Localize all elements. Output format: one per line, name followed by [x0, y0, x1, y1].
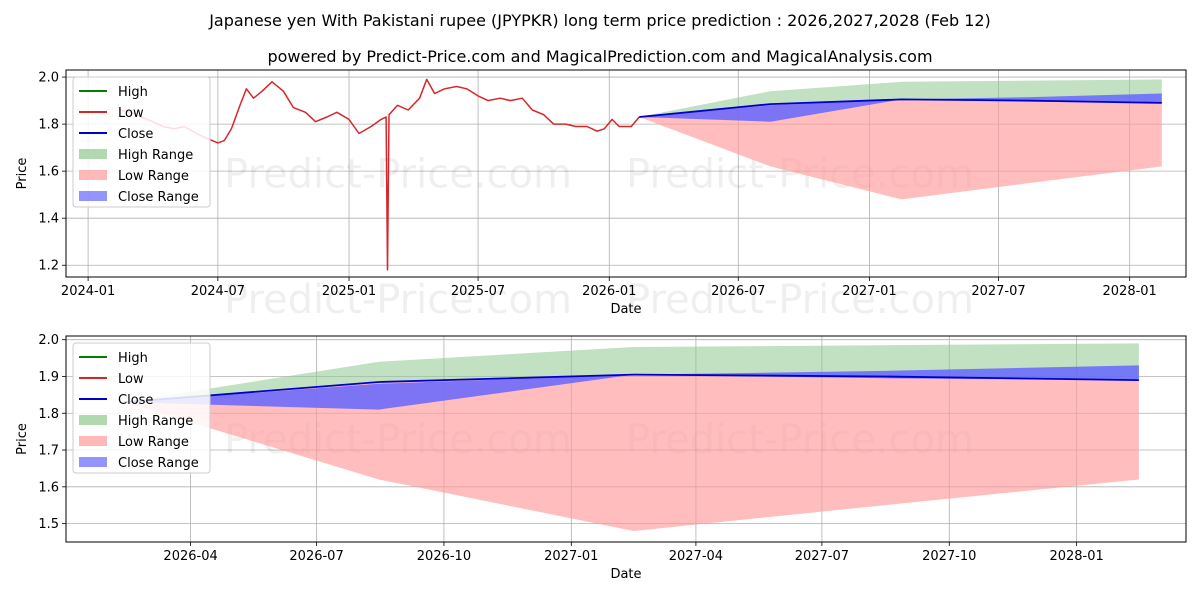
top-panel: 2024-01 2024-07 2025-01 2025-07 2026-01 2026-…	[15, 69, 1187, 323]
close-forecast-line	[639, 98, 1162, 118]
x-tick-label: 2026-07	[711, 284, 765, 299]
x-tick-label: 2028-01	[1103, 284, 1157, 299]
legend-label: Close Range	[118, 190, 199, 205]
legend-box	[72, 76, 211, 208]
chart-title: Japanese yen With Pakistani rupee (JPYPK…	[208, 11, 991, 30]
watermark-text: Predict-Price.com	[224, 277, 572, 323]
legend-label: Close	[118, 127, 153, 142]
high-range-band	[124, 343, 1139, 403]
low-range-band	[124, 374, 1139, 531]
x-tick-label: 2027-07	[795, 549, 849, 564]
x-tick-label: 2026-10	[417, 549, 471, 564]
x-tick-label: 2024-01	[61, 284, 115, 299]
x-tick-label: 2028-01	[1049, 549, 1103, 564]
x-tick-label: 2025-07	[451, 284, 505, 299]
legend-swatch	[79, 457, 107, 467]
x-tick-label: 2027-01	[842, 284, 896, 299]
x-tick-label: 2025-01	[322, 284, 376, 299]
bottom-panel: 2026-04 2026-07 2026-10 2027-01 2027-04 2027-…	[15, 333, 1187, 582]
high-range-band	[639, 79, 1162, 117]
legend-label: Close Range	[118, 456, 199, 471]
y-axis-label: Price	[15, 158, 30, 190]
close-forecast-line	[124, 373, 1139, 404]
legend-swatch	[79, 436, 107, 446]
x-axis-label: Date	[610, 567, 641, 582]
y-tick-label: 1.8	[38, 407, 59, 422]
legend-box	[72, 342, 211, 474]
x-axis-label: Date	[610, 302, 641, 317]
low-history-line	[120, 78, 640, 271]
legend-swatch	[79, 415, 107, 425]
x-tick-label: 2026-04	[163, 549, 217, 564]
y-tick-label: 1.6	[38, 480, 59, 495]
x-tick-label: 2027-07	[971, 284, 1025, 299]
x-tick-label: 2024-07	[191, 284, 245, 299]
legend-swatch	[79, 149, 107, 159]
legend-label: High	[118, 351, 148, 366]
x-tick-label: 2027-10	[922, 549, 976, 564]
x-tick-label: 2027-01	[544, 549, 598, 564]
y-axis-label: Price	[15, 423, 30, 455]
legend-label: Low	[118, 372, 144, 387]
y-tick-label: 1.7	[38, 444, 59, 459]
y-tick-label: 1.9	[38, 370, 59, 385]
legend-swatch	[79, 191, 107, 201]
watermark-text: Predict-Price.com	[224, 152, 572, 198]
y-tick-label: 1.4	[38, 212, 59, 227]
legend-label: High	[118, 85, 148, 100]
legend-swatch	[79, 170, 107, 180]
y-tick-label: 1.6	[38, 165, 59, 180]
y-tick-label: 2.0	[38, 333, 59, 348]
y-tick-label: 2.0	[38, 71, 59, 86]
y-tick-label: 1.5	[38, 517, 59, 532]
legend-label: High Range	[118, 414, 193, 429]
x-tick-label: 2027-04	[669, 549, 723, 564]
y-tick-label: 1.2	[38, 259, 59, 274]
chart-subtitle: powered by Predict-Price.com and Magical…	[267, 47, 932, 66]
watermark-text: Predict-Price.com	[626, 277, 974, 323]
legend-label: Low Range	[118, 169, 189, 184]
y-tick-label: 1.8	[38, 118, 59, 133]
low-range-band	[639, 99, 1162, 200]
legend-label: Low Range	[118, 435, 189, 450]
x-tick-label: 2026-07	[289, 549, 343, 564]
plot-frame	[65, 335, 1187, 543]
legend-label: Close	[118, 393, 153, 408]
legend-label: High Range	[118, 148, 193, 163]
x-tick-label: 2026-01	[582, 284, 636, 299]
legend-label: Low	[118, 106, 144, 121]
plot-frame	[65, 69, 1187, 278]
